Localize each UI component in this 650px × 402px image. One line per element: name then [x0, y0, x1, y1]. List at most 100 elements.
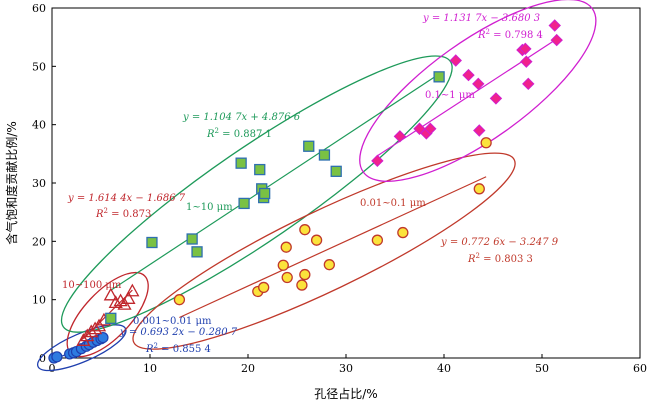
- point-magenta: [548, 19, 561, 32]
- point-magenta: [371, 154, 384, 168]
- point-magenta: [519, 42, 532, 56]
- cluster-ellipses: [37, 0, 597, 372]
- r2-value: = 0.873: [108, 209, 151, 220]
- r2-value: = 0.855 4: [158, 344, 211, 355]
- series-label-blue: 0.001~0.01 μm: [133, 316, 212, 327]
- x-tick-label: 30: [339, 362, 353, 375]
- fit-line-green: [110, 73, 440, 291]
- point-green: [238, 197, 250, 210]
- point-green: [105, 312, 117, 324]
- point-red: [80, 328, 95, 342]
- fit-line-orange: [179, 176, 487, 319]
- series-label-red: 10~100 μm: [62, 280, 122, 291]
- r2-orange: R2 = 0.803 3: [467, 252, 533, 265]
- y-tick-label: 10: [32, 294, 46, 307]
- data-points: [48, 19, 563, 364]
- r2-symbol: R: [477, 30, 486, 41]
- point-orange: [473, 183, 485, 195]
- series-label-magenta: 0.1~1 μm: [425, 90, 475, 101]
- r2-value: = 0.887 1: [219, 129, 272, 140]
- point-green: [186, 233, 198, 245]
- point-orange: [323, 259, 335, 271]
- point-green: [433, 71, 445, 83]
- r2-red: R2 = 0.873: [95, 207, 151, 220]
- point-orange: [299, 268, 311, 281]
- r2-superscript: 2: [486, 28, 490, 36]
- x-tick-label: 20: [241, 362, 255, 375]
- r2-superscript: 2: [154, 342, 158, 350]
- r2-superscript: 2: [104, 207, 108, 215]
- point-magenta: [449, 54, 462, 67]
- equation-blue: y = 0.693 2x − 0.280 7: [119, 327, 238, 338]
- point-orange: [310, 234, 323, 246]
- point-orange: [299, 224, 311, 236]
- r2-green: R2 = 0.887 1: [206, 127, 272, 140]
- point-red: [103, 287, 118, 301]
- point-red: [121, 291, 136, 304]
- x-tick-label: 40: [437, 362, 451, 375]
- r2-symbol: R: [206, 129, 215, 140]
- point-magenta: [424, 122, 437, 135]
- point-magenta: [522, 77, 535, 91]
- point-magenta: [462, 68, 475, 82]
- point-blue: [97, 331, 109, 344]
- point-red: [76, 333, 91, 346]
- r2-superscript: 2: [215, 127, 219, 135]
- r2-superscript: 2: [476, 252, 480, 260]
- r2-symbol: R: [95, 209, 104, 220]
- point-orange: [371, 234, 384, 246]
- cluster-ellipse-orange: [132, 152, 516, 350]
- point-blue: [51, 351, 63, 363]
- point-orange: [296, 279, 308, 291]
- point-magenta: [520, 55, 533, 68]
- y-tick-label: 60: [32, 2, 46, 15]
- r2-value: = 0.798 4: [490, 30, 543, 41]
- x-tick-label: 10: [143, 362, 157, 375]
- r2-symbol: R: [145, 344, 154, 355]
- point-orange: [397, 226, 409, 239]
- equation-magenta: y = 1.131 7x − 3.680 3: [422, 13, 540, 24]
- point-green: [318, 149, 331, 161]
- point-green: [191, 246, 203, 258]
- equation-green: y = 1.104 7x + 4.876 6: [182, 112, 301, 123]
- x-tick-label: 0: [49, 362, 56, 375]
- y-axis-label: 含气饱和度贡献比例/%: [4, 121, 19, 244]
- plot-area-frame: [51, 7, 641, 359]
- cluster-ellipse-magenta: [359, 0, 597, 182]
- point-green: [235, 157, 247, 169]
- equation-red: y = 1.614 4x − 1.686 7: [67, 193, 186, 204]
- x-axis-label: 孔径占比/%: [314, 386, 377, 401]
- point-red: [125, 283, 140, 297]
- x-tick-label: 60: [633, 362, 647, 375]
- r2-magenta: R2 = 0.798 4: [477, 28, 543, 41]
- point-magenta: [550, 33, 563, 47]
- point-green: [259, 187, 271, 200]
- annotation-labels: y = 1.131 7x − 3.680 3 R2 = 0.798 4 0.1~…: [62, 13, 559, 355]
- point-magenta: [472, 77, 485, 91]
- point-green: [146, 236, 158, 249]
- point-green: [330, 165, 342, 177]
- x-tick-label: 50: [535, 362, 549, 375]
- equation-orange: y = 0.772 6x − 3.247 9: [440, 237, 559, 248]
- r2-symbol: R: [467, 254, 476, 265]
- point-magenta: [473, 124, 486, 137]
- point-orange: [480, 137, 492, 149]
- point-orange: [280, 241, 292, 253]
- point-green: [254, 163, 266, 176]
- y-tick-label: 30: [32, 177, 46, 190]
- point-red: [108, 295, 123, 309]
- series-label-green: 1~10 μm: [186, 202, 233, 213]
- point-red: [88, 321, 103, 335]
- point-orange: [173, 294, 186, 306]
- point-orange: [277, 259, 289, 271]
- point-orange: [258, 281, 270, 294]
- point-magenta: [489, 92, 503, 105]
- y-tick-label: 40: [32, 119, 46, 132]
- series-label-orange: 0.01~0.1 μm: [360, 198, 426, 209]
- cluster-ellipse-green: [60, 55, 453, 333]
- r2-blue: R2 = 0.855 4: [145, 342, 211, 355]
- y-tick-label: 20: [32, 235, 46, 248]
- y-tick-label: 0: [39, 352, 46, 365]
- y-tick-label: 50: [32, 60, 46, 73]
